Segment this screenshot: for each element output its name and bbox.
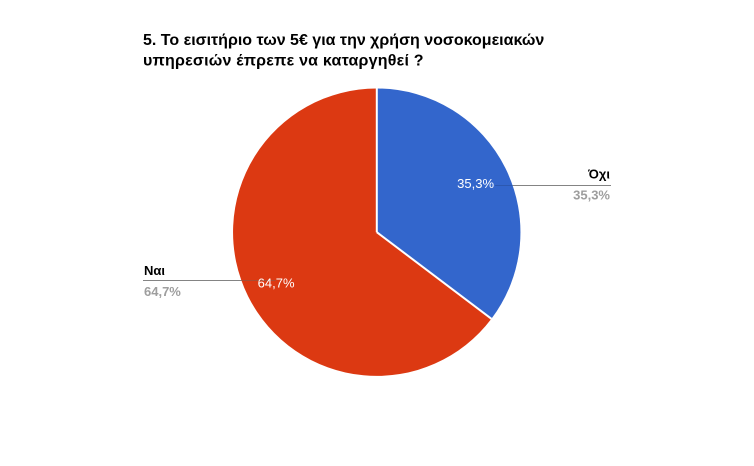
- svg-text:υπηρεσιών έπρεπε να καταργηθεί: υπηρεσιών έπρεπε να καταργηθεί ?: [143, 53, 424, 70]
- svg-text:35,3%: 35,3%: [573, 187, 610, 202]
- svg-text:Ναι: Ναι: [144, 263, 165, 278]
- svg-text:64,7%: 64,7%: [258, 276, 295, 291]
- svg-text:Όχι: Όχι: [587, 167, 610, 182]
- svg-text:64,7%: 64,7%: [144, 284, 181, 299]
- svg-text:5. Το εισιτήριο των 5€ για την: 5. Το εισιτήριο των 5€ για την χρήση νοσ…: [143, 32, 544, 49]
- svg-text:35,3%: 35,3%: [457, 176, 494, 191]
